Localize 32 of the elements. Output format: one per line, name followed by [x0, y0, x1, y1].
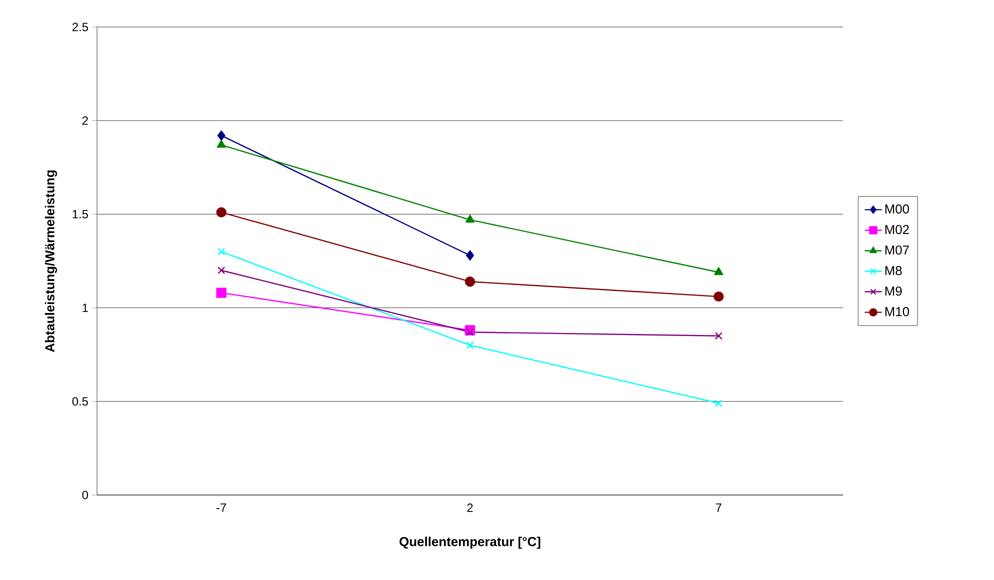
legend-label: M02 — [885, 224, 909, 234]
point — [217, 130, 226, 141]
point — [714, 291, 724, 302]
x-axis-title: Quellentemperatur [°C] — [400, 536, 540, 549]
point — [466, 341, 474, 350]
point — [714, 332, 722, 340]
point — [466, 250, 474, 260]
point — [218, 248, 226, 256]
point — [466, 328, 474, 336]
point — [714, 399, 722, 408]
point — [216, 207, 226, 218]
x-tick-label: -7 — [216, 504, 226, 512]
point — [464, 276, 476, 287]
y-tick-label: 2 — [82, 116, 88, 125]
point — [216, 288, 226, 298]
y-tick-label: 2.5 — [72, 22, 88, 32]
y-tick-label: 1 — [82, 304, 88, 312]
y-tick-label: 1.5 — [72, 210, 88, 218]
legend-label: M10 — [885, 307, 910, 316]
y-axis-title: Abtauleistung/Wärmeleistung — [44, 170, 58, 352]
point — [714, 267, 724, 276]
x-tick-label: 7 — [716, 504, 722, 512]
legend-label: M8 — [885, 266, 902, 276]
y-tick-label: 0 — [82, 490, 88, 500]
point — [466, 214, 474, 223]
legend-label: M9 — [885, 286, 902, 296]
x-tick-label: 2 — [467, 504, 473, 512]
point — [218, 266, 226, 274]
legend-label: M07 — [885, 245, 909, 255]
legend-label: M00 — [885, 204, 910, 214]
point — [216, 140, 226, 148]
y-tick-label: 0.5 — [72, 397, 88, 406]
